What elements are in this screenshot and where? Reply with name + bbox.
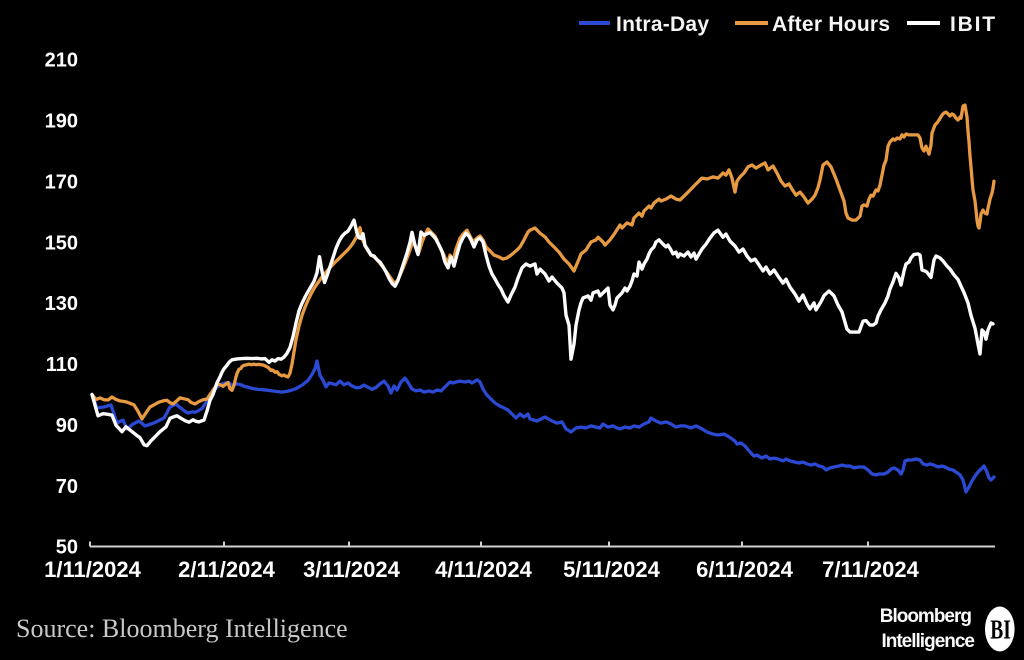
svg-text:190: 190 [45, 111, 78, 133]
svg-text:5/11/2024: 5/11/2024 [563, 557, 660, 582]
svg-text:50: 50 [56, 537, 78, 559]
svg-text:7/11/2024: 7/11/2024 [822, 557, 919, 582]
svg-text:3/11/2024: 3/11/2024 [303, 557, 400, 582]
svg-text:1/11/2024: 1/11/2024 [44, 557, 141, 582]
svg-text:4/11/2024: 4/11/2024 [435, 557, 532, 582]
svg-text:2/11/2024: 2/11/2024 [178, 557, 275, 582]
svg-text:Intra-Day: Intra-Day [616, 13, 709, 36]
svg-text:Bloomberg: Bloomberg [880, 606, 972, 627]
svg-text:IBIT: IBIT [950, 13, 997, 36]
svg-text:150: 150 [45, 232, 78, 254]
svg-text:70: 70 [56, 476, 78, 498]
svg-text:210: 210 [45, 50, 78, 72]
svg-text:After Hours: After Hours [772, 13, 890, 36]
svg-text:90: 90 [56, 415, 78, 437]
svg-text:6/11/2024: 6/11/2024 [696, 557, 793, 582]
svg-text:BI: BI [990, 616, 1011, 646]
svg-text:Source: Bloomberg Intelligence: Source: Bloomberg Intelligence [16, 614, 348, 643]
svg-text:130: 130 [45, 293, 78, 315]
svg-text:170: 170 [45, 172, 78, 194]
svg-text:Intelligence: Intelligence [881, 631, 974, 652]
svg-text:110: 110 [46, 354, 78, 376]
